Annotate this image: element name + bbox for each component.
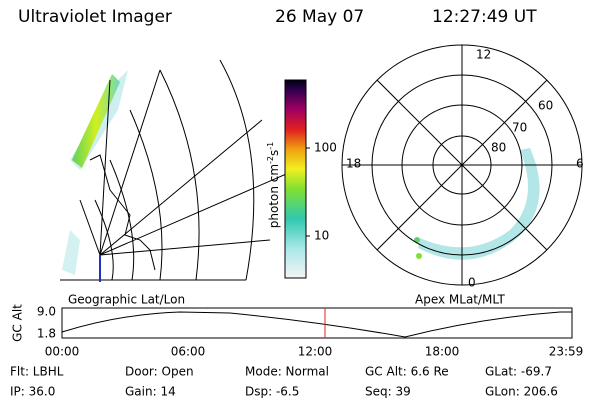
info: GC Alt: 6.6 Re (365, 365, 449, 379)
info: Gain: 14 (125, 385, 176, 399)
time-label: 12:00 (298, 345, 333, 359)
time-label: 06:00 (171, 345, 206, 359)
info: Seq: 39 (365, 385, 411, 399)
info: Flt: LBHL (10, 365, 64, 379)
colorbar-label: photon cm-2s-1 (266, 142, 281, 229)
colorbar-tick-label: 10 (314, 229, 329, 243)
info: IP: 36.0 (10, 385, 55, 399)
geo-map (60, 59, 301, 282)
info: Dsp: -6.5 (245, 385, 299, 399)
unit: s (267, 150, 281, 156)
mlt-label: 6 (576, 157, 584, 171)
mlt-label: 12 (476, 48, 491, 62)
info: GLon: 206.6 (485, 385, 558, 399)
caption: Apex MLat/MLT (415, 293, 505, 307)
date: 26 May 07 (275, 7, 364, 27)
timeline-tick: 1.8 (37, 327, 56, 341)
caption: Geographic Lat/Lon (68, 293, 185, 307)
timeline-frame (61, 307, 573, 339)
time: 12:27:49 UT (432, 7, 537, 27)
info: GLat: -69.7 (485, 365, 552, 379)
info: Mode: Normal (245, 365, 329, 379)
mlt-label: 0 (468, 276, 476, 290)
timeline-tick: 9.0 (37, 305, 56, 319)
lat-label: 80 (491, 141, 506, 155)
colorbar (284, 79, 307, 279)
info: Door: Open (125, 365, 194, 379)
polar-plot (341, 44, 583, 286)
timeline-axis-label: GC Alt (11, 304, 25, 342)
altitude-curve (61, 311, 572, 338)
mlt-label: 18 (346, 157, 361, 171)
lat-label: 70 (512, 121, 527, 135)
unit: photon cm (267, 164, 281, 228)
time-label: 18:00 (425, 345, 460, 359)
time-label: 00:00 (45, 345, 80, 359)
exponent: -1 (266, 142, 275, 150)
colorbar-tick-label: 100 (314, 141, 337, 155)
exponent: -2 (266, 156, 275, 164)
lat-label: 60 (538, 99, 553, 113)
footer: Flt: LBHL Door: Open Mode: Normal GC Alt… (10, 365, 558, 399)
time-label: 23:59 (549, 345, 584, 359)
instrument: Ultraviolet Imager (18, 7, 172, 27)
